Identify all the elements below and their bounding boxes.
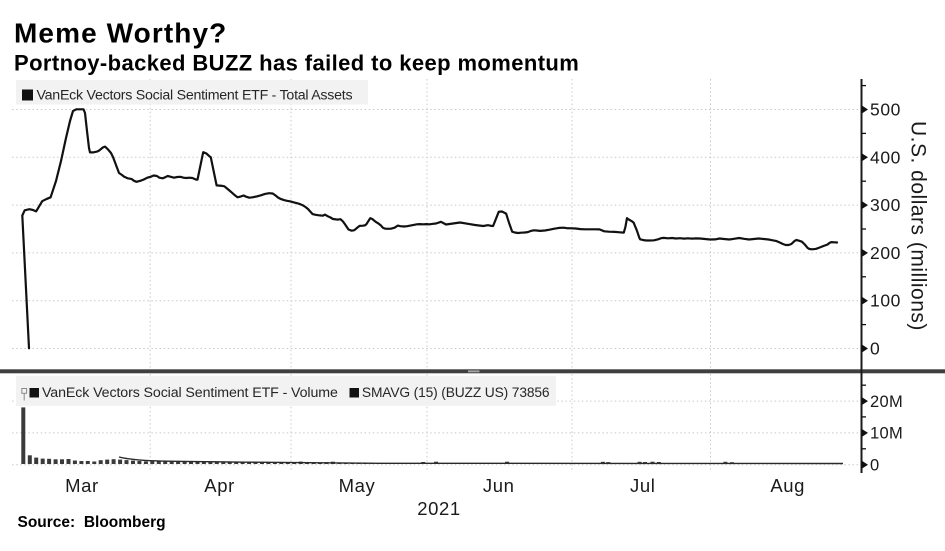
svg-text:Jul: Jul (630, 475, 655, 496)
svg-text:U.S. dollars (millions): U.S. dollars (millions) (907, 121, 930, 331)
svg-text:200: 200 (870, 243, 901, 263)
svg-text:2021: 2021 (417, 498, 461, 519)
svg-text:100: 100 (870, 291, 901, 311)
svg-text:VanEck Vectors Social Sentimen: VanEck Vectors Social Sentiment ETF - To… (37, 88, 353, 104)
svg-text:Mar: Mar (65, 475, 99, 496)
svg-text:SMAVG (15) (BUZZ US) 73856: SMAVG (15) (BUZZ US) 73856 (362, 385, 550, 400)
svg-text:10M: 10M (870, 425, 903, 443)
svg-text:Aug: Aug (770, 475, 805, 496)
svg-text:0: 0 (870, 457, 879, 475)
svg-text:May: May (339, 475, 376, 496)
svg-text:Apr: Apr (204, 475, 235, 496)
svg-text:VanEck Vectors Social Sentimen: VanEck Vectors Social Sentiment ETF - Vo… (42, 385, 338, 401)
svg-text:500: 500 (870, 100, 901, 120)
svg-text:0: 0 (870, 339, 880, 359)
svg-text:Source: Bloomberg: Source: Bloomberg (18, 514, 166, 531)
svg-text:Portnoy-backed BUZZ has failed: Portnoy-backed BUZZ has failed to keep m… (14, 51, 579, 76)
svg-text:300: 300 (870, 195, 901, 215)
svg-text:Jun: Jun (483, 475, 515, 496)
svg-text:400: 400 (870, 147, 901, 167)
svg-text:Meme Worthy?: Meme Worthy? (14, 17, 227, 48)
svg-text:20M: 20M (870, 393, 903, 411)
